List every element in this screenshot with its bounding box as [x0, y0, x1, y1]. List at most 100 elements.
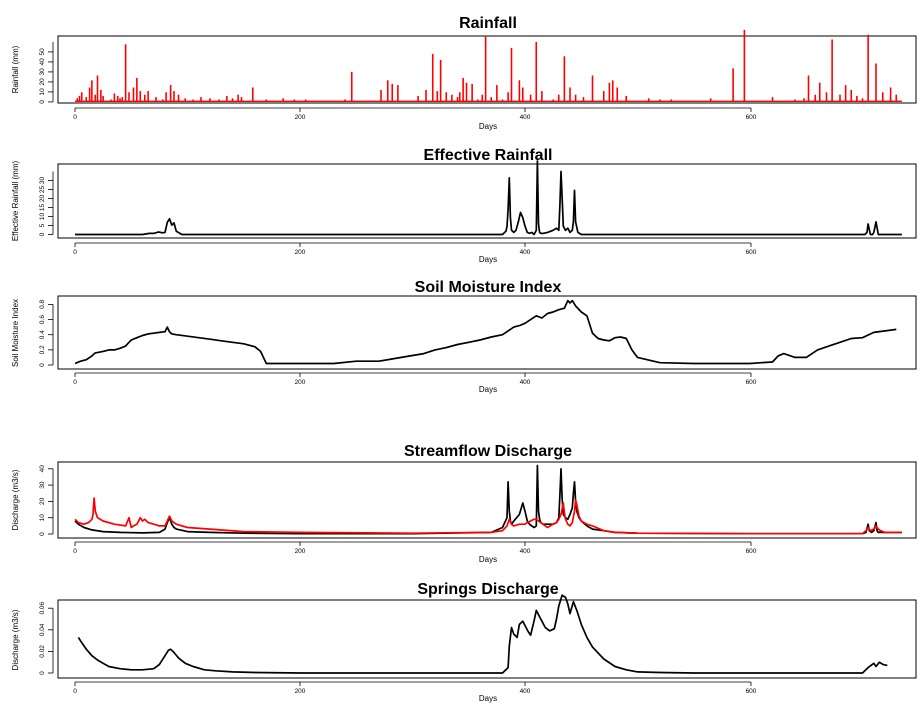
panel-effective-rainfall: Effective Rainfall 0 5 10 15 20 25 30 Ef…	[11, 147, 917, 264]
y-axis-label: Soil Moisture Index	[11, 299, 20, 367]
x-tick-label: 600	[746, 114, 757, 121]
y-tick: 0.8	[39, 300, 53, 309]
y-tick: 0.4	[39, 330, 53, 339]
chart-title: Effective Rainfall	[424, 147, 553, 164]
y-tick: 0.06	[39, 601, 53, 615]
y-tick: 20	[39, 497, 53, 505]
y-tick: 20	[39, 78, 53, 86]
y-axis: 0 0.2 0.4 0.6 0.8 Soil Moisture Index	[11, 299, 54, 367]
y-tick-label: 30	[39, 481, 46, 489]
x-tick-label: 0	[73, 548, 77, 555]
series-layer	[74, 464, 902, 535]
x-tick-label: 200	[295, 249, 306, 256]
chart-title: Soil Moisture Index	[415, 279, 562, 296]
y-tick-label: 40	[39, 58, 46, 66]
plot-frame	[57, 599, 917, 679]
panel-streamflow-discharge: Streamflow Discharge 0 10 20 30 40 Disch…	[11, 443, 917, 564]
y-tick-label: 0.02	[39, 645, 46, 658]
x-tick: 0	[73, 373, 77, 386]
y-tick: 10	[39, 88, 53, 96]
x-tick: 400	[520, 542, 531, 555]
y-axis: 0 10 20 30 40 Discharge (m3/s)	[11, 465, 54, 536]
y-tick-label: 20	[39, 497, 46, 505]
x-tick-label: 0	[73, 379, 77, 386]
x-tick-label: 400	[520, 379, 531, 386]
panel-rainfall: Rainfall 0 10 20 30 40 50 Rainfall (mm) …	[11, 15, 917, 131]
x-axis-label: Days	[479, 385, 497, 394]
y-tick-label: 0	[39, 671, 46, 675]
plot-frame	[57, 295, 917, 370]
y-axis: 0 0.02 0.04 0.06 Discharge (m3/s)	[11, 601, 54, 675]
y-tick: 30	[39, 177, 53, 185]
x-axis-label: Days	[479, 255, 497, 264]
x-tick-label: 600	[746, 548, 757, 555]
y-tick-label: 0.06	[39, 601, 46, 614]
x-axis: 0 200 400 600 Days	[73, 372, 757, 394]
x-tick-label: 200	[295, 688, 306, 695]
y-tick-label: 25	[39, 186, 46, 194]
x-axis-label: Days	[479, 122, 497, 131]
x-tick: 0	[73, 542, 77, 555]
y-tick-label: 10	[39, 213, 46, 221]
y-tick-label: 0	[39, 100, 46, 104]
x-tick-label: 400	[520, 548, 531, 555]
y-tick-label: 40	[39, 465, 46, 473]
x-tick: 200	[295, 108, 306, 121]
y-tick-label: 0.4	[39, 330, 46, 339]
y-tick: 20	[39, 195, 53, 203]
y-tick-label: 50	[39, 48, 46, 56]
y-tick: 10	[39, 213, 53, 221]
y-tick: 0	[39, 232, 53, 236]
x-tick-label: 600	[746, 688, 757, 695]
y-tick: 25	[39, 186, 53, 194]
y-tick-label: 30	[39, 68, 46, 76]
x-tick: 400	[520, 373, 531, 386]
x-axis-label: Days	[479, 694, 497, 703]
x-tick-label: 0	[73, 688, 77, 695]
y-tick: 0	[39, 363, 53, 367]
y-tick-label: 10	[39, 514, 46, 522]
y-tick: 0	[39, 532, 53, 536]
chart-title: Streamflow Discharge	[404, 443, 572, 460]
y-tick: 0.2	[39, 345, 53, 354]
x-tick: 600	[746, 243, 757, 256]
y-tick-label: 0	[39, 232, 46, 236]
x-tick-label: 200	[295, 548, 306, 555]
y-tick: 0	[39, 671, 53, 675]
y-tick: 50	[39, 48, 53, 56]
series-line-0	[74, 464, 902, 535]
y-tick-label: 15	[39, 204, 46, 212]
y-tick-label: 0.8	[39, 300, 46, 309]
series-line-0	[74, 299, 897, 365]
x-axis: 0 200 400 600 Days	[73, 107, 757, 131]
x-axis: 0 200 400 600 Days	[73, 541, 757, 564]
series-line-0	[75, 160, 902, 236]
y-tick-label: 30	[39, 177, 46, 185]
x-axis: 0 200 400 600 Days	[73, 242, 757, 264]
y-tick-label: 0.2	[39, 345, 46, 354]
y-tick-label: 5	[39, 223, 46, 227]
x-tick: 400	[520, 108, 531, 121]
x-tick-label: 400	[520, 249, 531, 256]
x-tick-label: 600	[746, 379, 757, 386]
y-axis-label: Discharge (m3/s)	[11, 469, 20, 530]
y-tick: 0.02	[39, 645, 53, 658]
y-tick: 0	[39, 100, 53, 104]
y-axis-label: Discharge (m3/s)	[11, 609, 20, 670]
x-axis: 0 200 400 600 Days	[73, 681, 757, 703]
y-tick: 30	[39, 68, 53, 76]
y-tick: 0.6	[39, 315, 53, 324]
panel-springs-discharge: Springs Discharge 0 0.02 0.04 0.06 Disch…	[11, 581, 917, 703]
y-axis: 0 5 10 15 20 25 30 Effective Rainfall (m…	[11, 161, 54, 241]
x-tick: 0	[73, 108, 77, 121]
y-tick-label: 20	[39, 195, 46, 203]
series-line-0	[77, 594, 888, 674]
x-tick-label: 400	[520, 688, 531, 695]
x-tick-label: 600	[746, 249, 757, 256]
x-tick: 600	[746, 542, 757, 555]
chart-title: Springs Discharge	[417, 581, 558, 598]
y-tick-label: 10	[39, 88, 46, 96]
x-tick: 0	[73, 682, 77, 695]
x-tick: 600	[746, 682, 757, 695]
